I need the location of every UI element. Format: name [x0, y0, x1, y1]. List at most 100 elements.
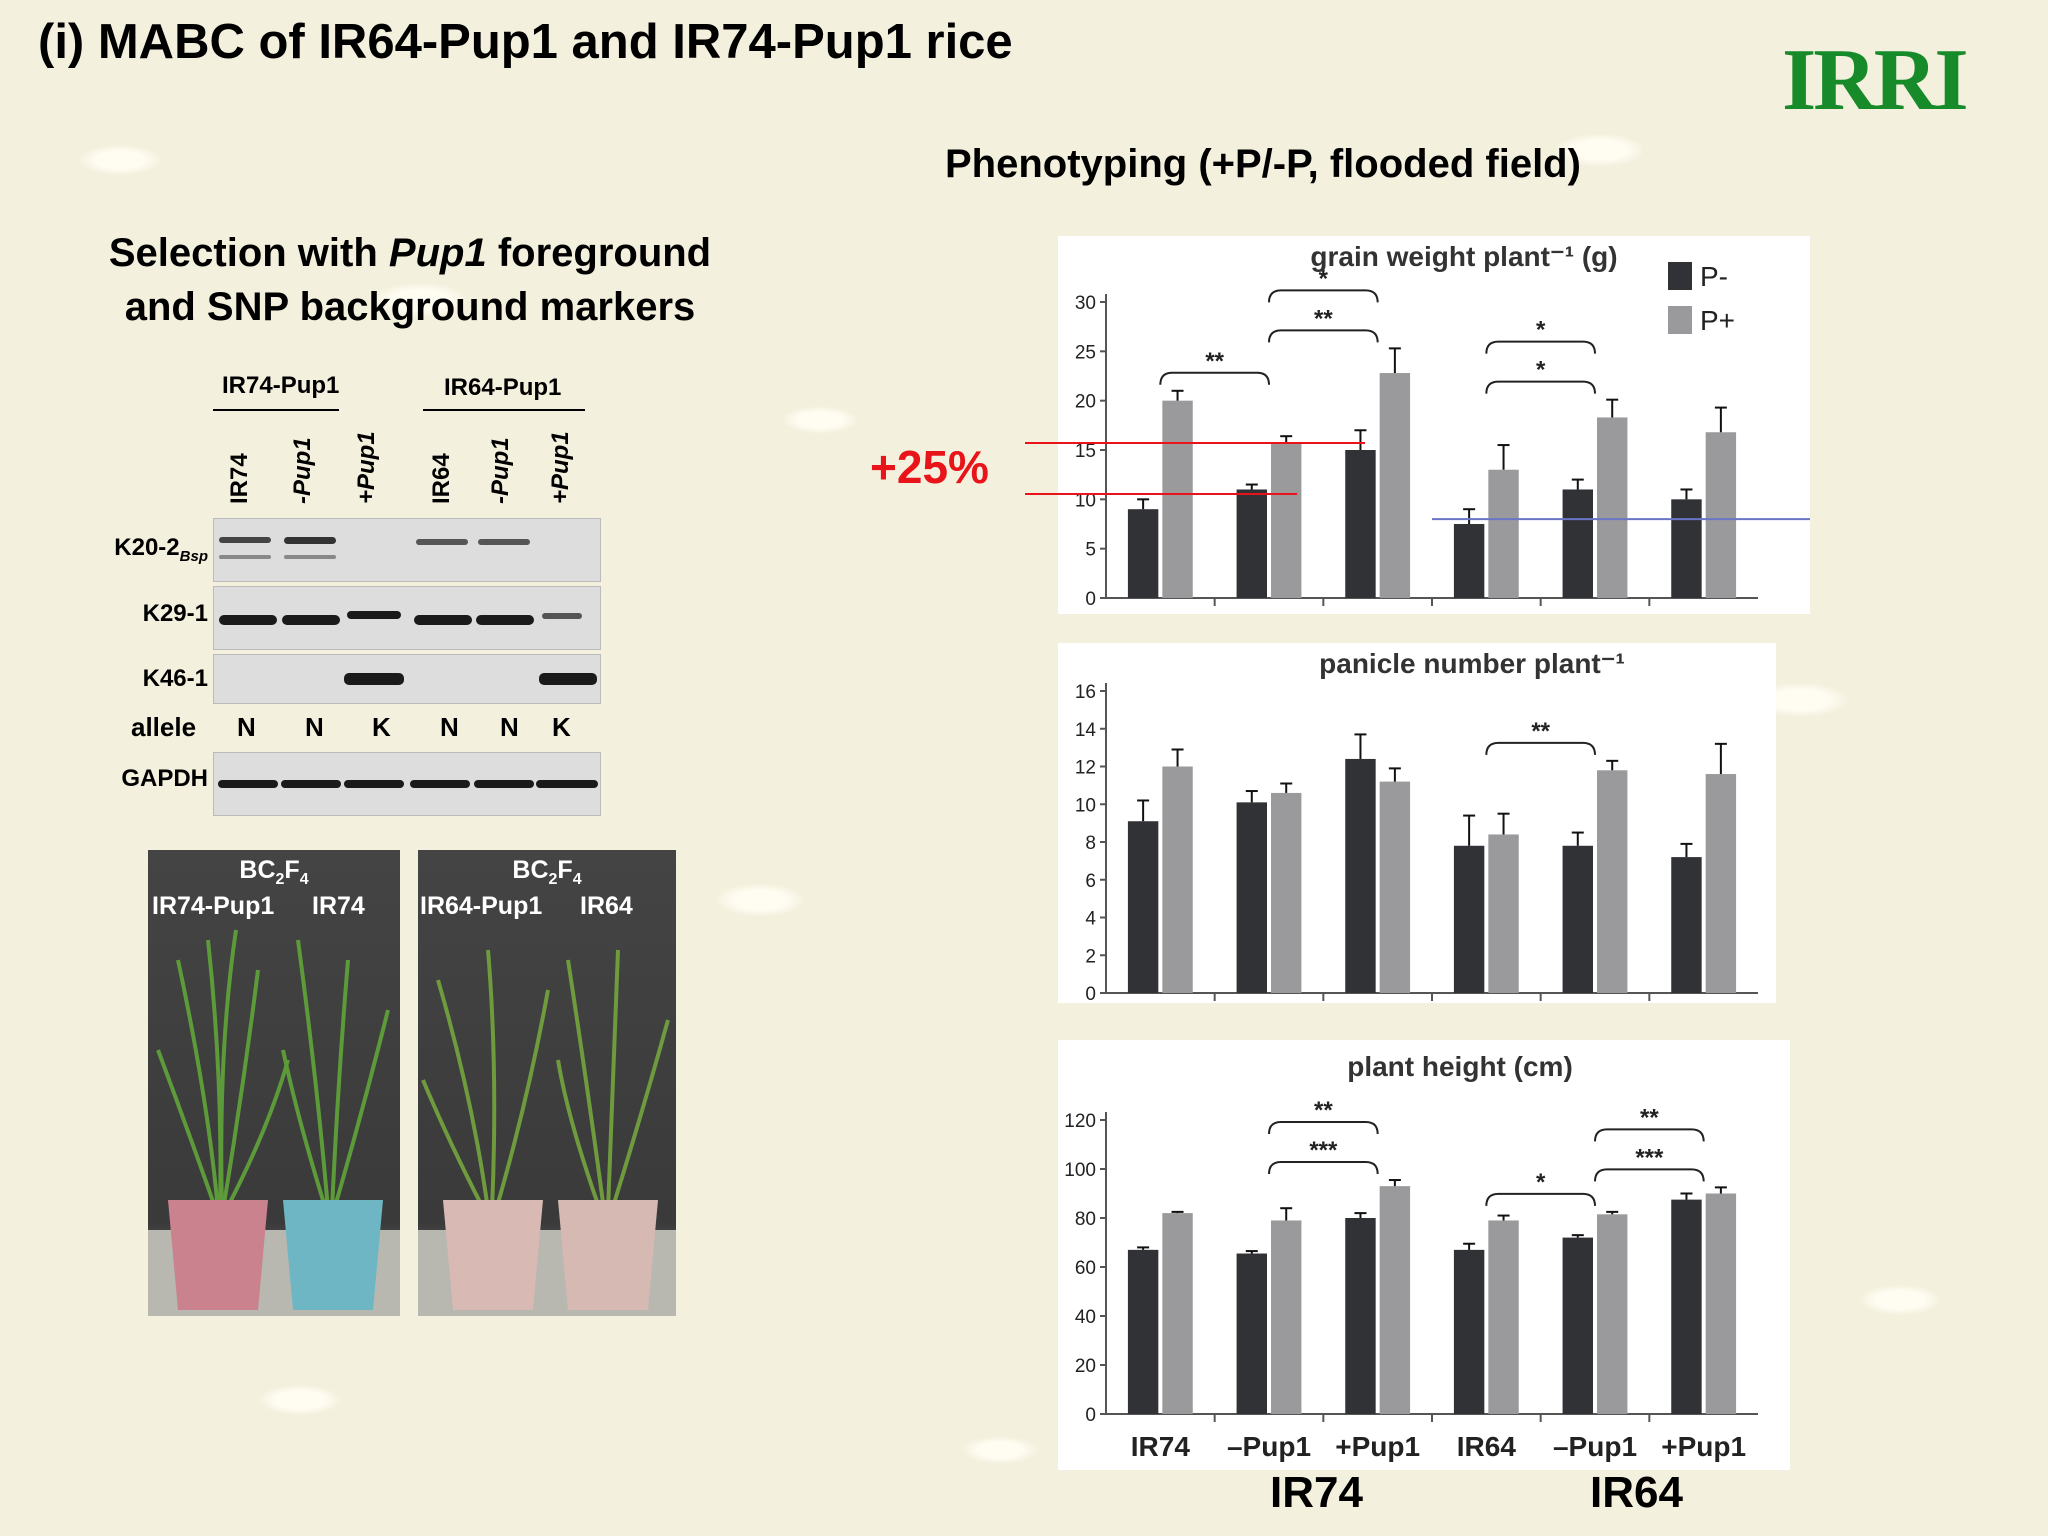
y-tick-label: 30: [1075, 293, 1096, 314]
gel-band: [536, 780, 598, 788]
x-tick-label: IR64: [1457, 1431, 1517, 1462]
significance-label: **: [1314, 305, 1333, 332]
gel-k29: [213, 586, 601, 650]
gel-band: [476, 615, 534, 625]
bar-p-minus: [1453, 524, 1485, 598]
bar-p-plus: [1162, 400, 1193, 598]
gel-band: [478, 539, 530, 545]
allele-value: N: [440, 712, 459, 742]
bar-p-plus: [1705, 774, 1737, 993]
slide-title: (i) MABC of IR64-Pup1 and IR74-Pup1 rice: [38, 15, 1013, 69]
selection-line1-pre: Selection with: [108, 231, 389, 275]
bar-p-minus: [1562, 845, 1593, 993]
bar-p-plus: [1705, 1193, 1737, 1414]
bar-p-minus: [1453, 845, 1485, 993]
y-tick-label: 14: [1075, 720, 1097, 741]
lane-label: -Pup1: [289, 437, 316, 504]
significance-bracket: [1268, 289, 1379, 303]
bar-p-minus: [1127, 821, 1159, 993]
gel-k46: [213, 654, 601, 704]
gel-band: [282, 615, 340, 625]
bar-p-minus: [1127, 509, 1159, 598]
photo-left-label: IR74-Pup1: [152, 892, 275, 920]
significance-bracket: [1268, 1161, 1379, 1175]
y-tick-label: 0: [1085, 984, 1096, 1003]
irri-logo: IRRI: [1782, 32, 1969, 129]
bar-p-plus: [1705, 432, 1737, 598]
x-tick-label: IR74: [1131, 1431, 1191, 1462]
bar-p-plus: [1162, 1213, 1193, 1414]
chart-grain-weight: grain weight plant⁻¹ (g) 0 5 10 15 20 25 30 P- P+…: [1075, 241, 1810, 610]
y-tick-label: 100: [1064, 1160, 1096, 1181]
photo-generation: BC2F4: [418, 856, 676, 889]
bar-p-plus: [1271, 442, 1302, 598]
allele-value: N: [305, 712, 324, 742]
y-tick-label: 15: [1075, 441, 1096, 462]
y-tick-label: 40: [1075, 1307, 1096, 1328]
plant-illustration: [148, 929, 400, 1316]
x-tick-label: +Pup1: [1661, 1431, 1746, 1462]
selection-line1-italic: Pup1: [388, 231, 487, 275]
gel-k20: [213, 518, 601, 582]
legend-label: P+: [1700, 305, 1735, 336]
lane-label: IR74: [226, 453, 253, 504]
chart-plant-height: plant height (cm) 0 20 40 60 80 100 120 IR74 –Pup…: [1064, 1051, 1758, 1462]
y-tick-label: 2: [1085, 946, 1096, 967]
significance-bracket: [1485, 741, 1596, 755]
pot-pink: [168, 1200, 268, 1310]
gel-band: [542, 613, 582, 619]
chart-panel-height: plant height (cm) 0 20 40 60 80 100 120 IR74 –Pup…: [1058, 1040, 1790, 1470]
gel-row-label-k29: K29-1: [142, 600, 208, 627]
allele-value: N: [237, 712, 256, 742]
significance-label: *: [1536, 1169, 1546, 1196]
gel-band: [218, 780, 278, 788]
significance-label: ***: [1635, 1144, 1664, 1171]
bar-p-plus: [1488, 1220, 1519, 1414]
gel-row-label-k46: K46-1: [142, 665, 208, 692]
significance-label: *: [1536, 357, 1546, 384]
red-reference-line-upper: [1025, 442, 1365, 444]
red-reference-line-lower: [1025, 493, 1297, 495]
chart-title: plant height (cm): [1347, 1051, 1573, 1082]
gel-group1-label: IR74-Pup1: [222, 372, 340, 399]
gel-band: [474, 780, 534, 788]
plant-illustration: [418, 949, 676, 1316]
significance-label: **: [1531, 718, 1550, 745]
bar-p-plus: [1271, 792, 1302, 993]
gel-row-label-k20: K20-2Bsp: [78, 534, 208, 565]
y-tick-label: 10: [1075, 795, 1096, 816]
pot-blue: [283, 1200, 383, 1310]
photo-right-label: IR64: [580, 892, 633, 920]
selection-heading: Selection with Pup1 foreground and SNP b…: [55, 226, 765, 334]
significance-bracket: [1594, 1128, 1705, 1142]
lane-label: -Pup1: [487, 437, 514, 504]
y-tick-label: 0: [1085, 589, 1096, 610]
y-tick-label: 12: [1075, 758, 1096, 779]
bar-p-minus: [1562, 489, 1593, 598]
gel-band: [414, 615, 472, 625]
bar-p-plus: [1162, 766, 1193, 993]
allele-label: allele: [131, 712, 197, 742]
legend-label: P-: [1700, 261, 1728, 292]
significance-bracket: [1485, 1192, 1596, 1206]
allele-value: K: [372, 712, 391, 742]
y-tick-label: 0: [1085, 1405, 1096, 1426]
bar-p-plus: [1488, 469, 1519, 598]
y-tick-label: 60: [1075, 1258, 1096, 1279]
y-tick-label: 80: [1075, 1209, 1096, 1230]
gel-band: [344, 673, 404, 685]
chart-title: panicle number plant⁻¹: [1319, 648, 1625, 679]
bar-p-minus: [1671, 857, 1702, 993]
photo-f: F: [557, 856, 573, 884]
gel-group2-underline: [423, 409, 585, 411]
allele-value: N: [500, 712, 519, 742]
y-tick-label: 20: [1075, 392, 1096, 413]
lane-label: +Pup1: [547, 431, 574, 504]
gapdh-label: GAPDH: [121, 765, 208, 792]
bar-p-minus: [1345, 450, 1376, 598]
plant-photo-ir64: BC2F4 IR64-Pup1 IR64: [418, 850, 676, 1316]
allele-value: K: [552, 712, 571, 742]
y-tick-label: 6: [1085, 871, 1096, 892]
photo-generation: BC2F4: [148, 856, 400, 889]
chart-panel-grain: grain weight plant⁻¹ (g) 0 5 10 15 20 25 30 P- P+…: [1058, 236, 1810, 614]
